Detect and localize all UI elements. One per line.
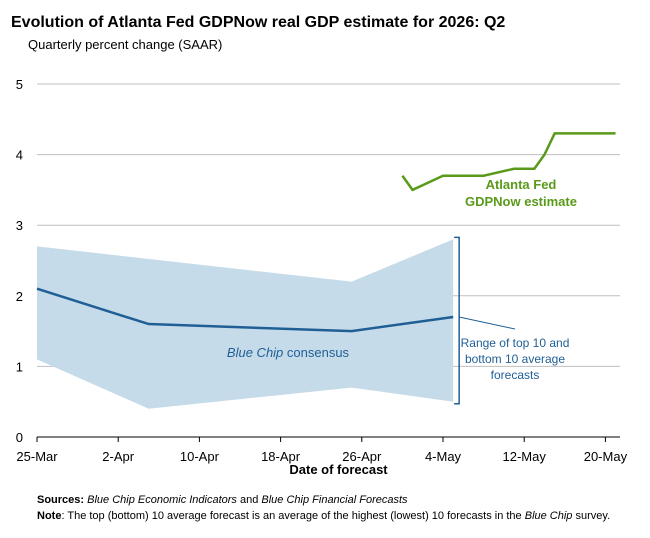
chart-subtitle: Quarterly percent change (SAAR) bbox=[28, 37, 223, 52]
x-tick-label: 10-Apr bbox=[180, 449, 220, 464]
note-label: Note bbox=[37, 510, 62, 522]
sources-and: and bbox=[236, 494, 262, 506]
range-annotation-label: Range of top 10 and bbox=[461, 336, 570, 350]
x-tick-label: 12-May bbox=[503, 449, 547, 464]
y-tick-label: 4 bbox=[16, 148, 23, 163]
note-text-2: survey. bbox=[572, 510, 611, 522]
range-annotation-label: forecasts bbox=[491, 368, 540, 382]
sources-label: Sources: bbox=[37, 494, 85, 506]
note-italic: Blue Chip bbox=[524, 510, 573, 522]
x-tick-label: 26-Apr bbox=[342, 449, 382, 464]
note-text-1: : The top (bottom) 10 average forecast i… bbox=[61, 510, 525, 522]
range-bracket bbox=[454, 236, 460, 405]
consensus-line bbox=[36, 287, 454, 333]
range-annotation-label: bottom 10 average bbox=[465, 352, 565, 366]
x-tick-label: 25-Mar bbox=[16, 449, 58, 464]
y-tick-label: 5 bbox=[16, 77, 23, 92]
gdpnow-series-label: GDPNow estimate bbox=[465, 194, 577, 209]
sources-part2: Blue Chip Financial Forecasts bbox=[261, 494, 408, 506]
gdpnow-series-label: Atlanta Fed bbox=[486, 177, 557, 192]
x-axis-title: Date of forecast bbox=[289, 462, 388, 477]
x-tick-label: 4-May bbox=[425, 449, 462, 464]
y-tick-label: 2 bbox=[16, 289, 23, 304]
sources-part1: Blue Chip Economic Indicators bbox=[87, 494, 237, 506]
y-tick-label: 1 bbox=[16, 359, 23, 374]
gdpnow-line bbox=[401, 132, 616, 192]
y-tick-label: 0 bbox=[16, 430, 23, 445]
methodology-note: Note: The top (bottom) 10 average foreca… bbox=[37, 510, 610, 522]
x-tick-label: 18-Apr bbox=[261, 449, 301, 464]
forecast-range-band bbox=[37, 239, 454, 409]
y-tick-label: 3 bbox=[16, 218, 23, 233]
x-tick-label: 20-May bbox=[584, 449, 628, 464]
consensus-series-label: Blue Chip consensus bbox=[227, 345, 350, 360]
range-leader-line bbox=[459, 316, 516, 330]
sources-note: Sources: Blue Chip Economic Indicators a… bbox=[37, 494, 408, 506]
x-tick-label: 2-Apr bbox=[102, 449, 134, 464]
chart-title: Evolution of Atlanta Fed GDPNow real GDP… bbox=[11, 14, 506, 31]
